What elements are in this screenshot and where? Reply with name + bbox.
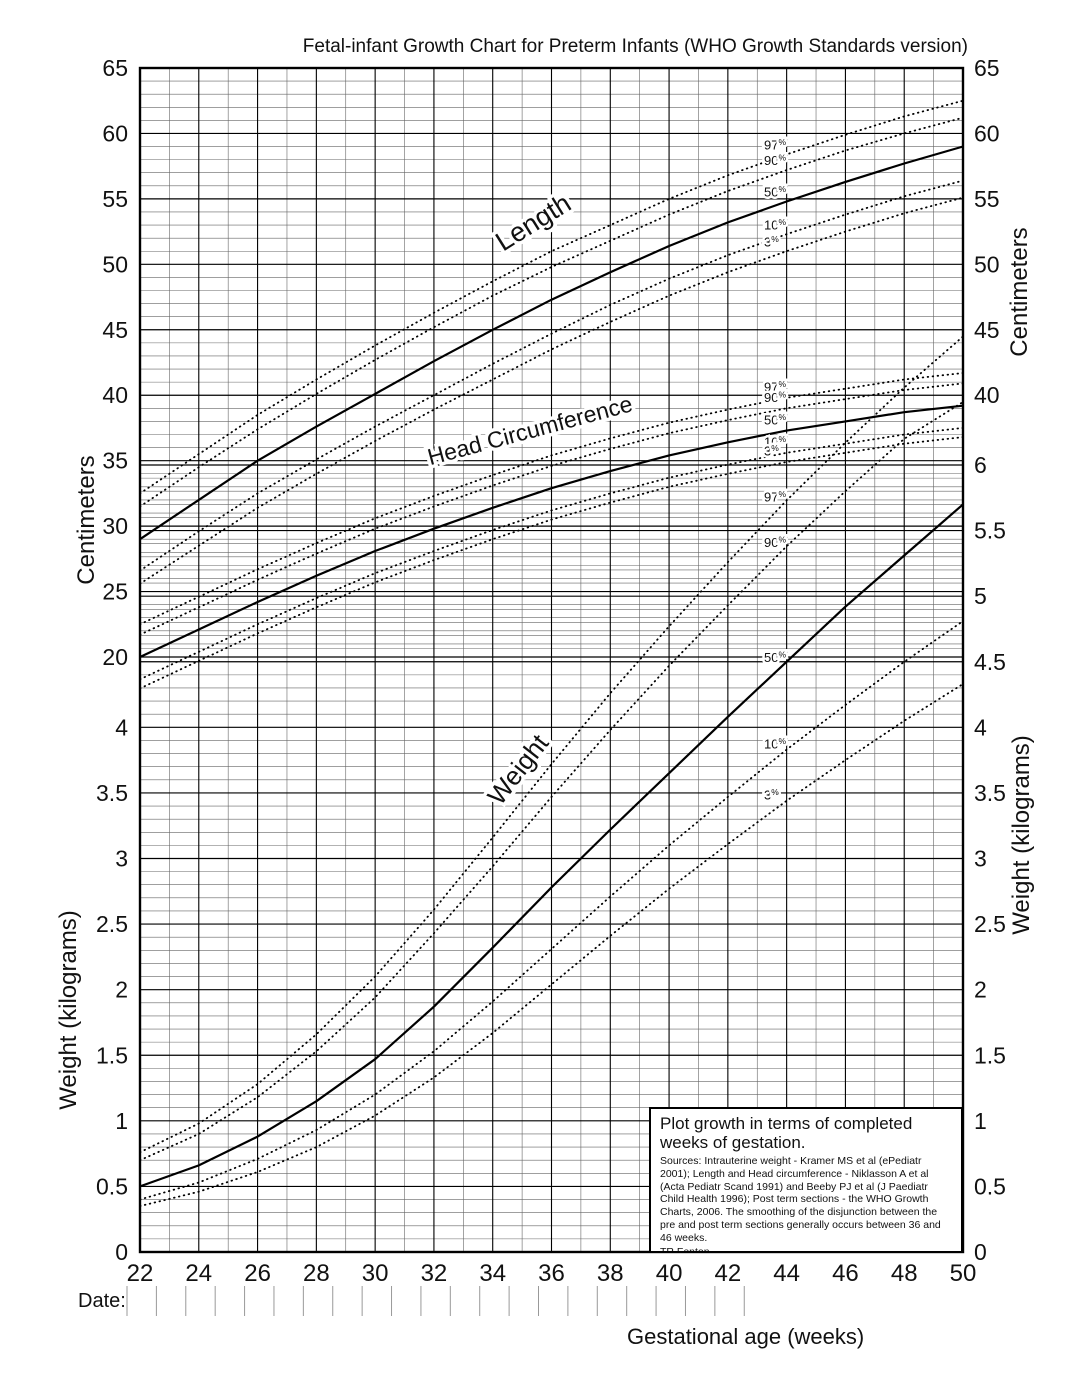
left-cm-tick-65: 65: [102, 55, 128, 81]
right-cm-tick-60: 60: [974, 120, 1000, 146]
curve-head-circumference-p97: [139, 372, 964, 626]
percentile-label-head-circumference-90: 90%: [764, 390, 786, 406]
right-cm-tick-65: 65: [974, 55, 1000, 81]
left-kg-tick-1.5: 1.5: [96, 1042, 128, 1068]
left-cm-tick-60: 60: [102, 120, 128, 146]
right-kg-tick-6: 6: [974, 452, 987, 478]
curve-weight-p90: [139, 401, 964, 1162]
percentile-label-length-3: 3%: [764, 234, 779, 250]
x-axis-title: Gestational age (weeks): [627, 1324, 865, 1349]
note-signature: TR Fenton: [660, 1245, 710, 1253]
percentile-label-weight-50: 50%: [764, 650, 786, 666]
right-kg-tick-4: 4: [974, 714, 987, 740]
left-cm-axis-label: Centimeters: [73, 455, 100, 585]
tick-labels: 22 24 26 28 30 32 34 36 38 40 42 44 46 48 506560555045…: [96, 55, 1006, 1287]
right-kg-tick-5.5: 5.5: [974, 518, 1006, 544]
curve-weight-p10: [139, 620, 964, 1201]
right-cm-tick-55: 55: [974, 186, 1000, 212]
x-tick-30: 30: [362, 1260, 389, 1287]
right-kg-tick-4.5: 4.5: [974, 649, 1006, 675]
right-kg-tick-1: 1: [974, 1108, 987, 1134]
x-tick-34: 34: [479, 1260, 506, 1287]
x-tick-38: 38: [597, 1260, 624, 1287]
x-tick-40: 40: [656, 1260, 683, 1287]
percentile-label-length-10: 10%: [764, 217, 786, 233]
curve-head-circumference-p50: [139, 404, 964, 658]
left-cm-tick-35: 35: [102, 448, 128, 474]
x-tick-24: 24: [185, 1260, 212, 1287]
curve-head-circumference-p90: [139, 382, 964, 636]
right-kg-tick-1.5: 1.5: [974, 1042, 1006, 1068]
right-kg-tick-3.5: 3.5: [974, 780, 1006, 806]
left-kg-tick-3: 3: [115, 846, 128, 872]
x-tick-26: 26: [244, 1260, 271, 1287]
left-cm-tick-55: 55: [102, 186, 128, 212]
family-label-head-circumference: Head Circumference: [425, 390, 635, 470]
x-tick-48: 48: [891, 1260, 918, 1287]
curve-length-p97: [139, 99, 964, 495]
left-cm-tick-45: 45: [102, 317, 128, 343]
left-kg-tick-3.5: 3.5: [96, 780, 128, 806]
curve-length-p50: [139, 145, 964, 541]
curve-weight-p3: [139, 683, 964, 1207]
left-cm-tick-40: 40: [102, 382, 128, 408]
percentile-label-weight-10: 10%: [764, 736, 786, 752]
x-tick-50: 50: [950, 1260, 977, 1287]
right-cm-tick-50: 50: [974, 251, 1000, 277]
left-cm-tick-25: 25: [102, 579, 128, 605]
x-tick-42: 42: [715, 1260, 742, 1287]
note-box: Plot growth in terms of completed weeks …: [649, 1107, 963, 1253]
curve-length-p3: [139, 196, 964, 585]
curve-weight-p50: [139, 503, 964, 1188]
major-gridlines: [139, 67, 964, 1253]
right-kg-tick-0.5: 0.5: [974, 1173, 1006, 1199]
x-tick-32: 32: [421, 1260, 448, 1287]
x-tick-46: 46: [832, 1260, 859, 1287]
percentile-label-length-90: 90%: [764, 153, 786, 169]
percentile-curves: [139, 99, 964, 1207]
percentile-label-head-circumference-3: 3%: [764, 443, 779, 459]
note-heading: Plot growth in terms of completed weeks …: [660, 1114, 913, 1153]
right-kg-tick-2: 2: [974, 977, 987, 1003]
right-kg-tick-2.5: 2.5: [974, 911, 1006, 937]
x-tick-22: 22: [127, 1260, 154, 1287]
curve-head-circumference-p10: [139, 426, 964, 681]
date-label: Date:: [78, 1290, 126, 1312]
x-tick-44: 44: [773, 1260, 800, 1287]
percentile-label-weight-90: 90%: [764, 535, 786, 551]
left-cm-tick-20: 20: [102, 644, 128, 670]
percentile-label-length-97: 97%: [764, 137, 786, 153]
left-kg-tick-0.5: 0.5: [96, 1173, 128, 1199]
left-kg-tick-2.5: 2.5: [96, 911, 128, 937]
percentile-label-weight-3: 3%: [764, 787, 779, 803]
note-sources: Sources: Intrauterine weight - Kramer MS…: [660, 1155, 941, 1244]
x-tick-28: 28: [303, 1260, 330, 1287]
left-kg-axis-label: Weight (kilograms): [55, 910, 82, 1110]
percentile-label-head-circumference-50: 50%: [764, 412, 786, 428]
plot-frame: [138, 66, 965, 1254]
left-kg-tick-4: 4: [115, 714, 128, 740]
left-kg-tick-2: 2: [115, 977, 128, 1003]
left-kg-tick-0: 0: [115, 1239, 128, 1265]
date-tick-row: [126, 1286, 745, 1316]
right-cm-tick-40: 40: [974, 382, 1000, 408]
curve-weight-p97: [139, 335, 964, 1154]
right-kg-tick-3: 3: [974, 846, 987, 872]
x-tick-36: 36: [538, 1260, 565, 1287]
right-kg-axis-label: Weight (kilograms): [1008, 735, 1035, 935]
right-kg-tick-5: 5: [974, 583, 987, 609]
left-kg-tick-1: 1: [115, 1108, 128, 1134]
right-cm-tick-45: 45: [974, 317, 1000, 343]
percentile-label-weight-97: 97%: [764, 489, 786, 505]
chart-title: Fetal-infant Growth Chart for Preterm In…: [302, 36, 968, 57]
curve-length-p10: [139, 179, 964, 572]
left-cm-tick-50: 50: [102, 251, 128, 277]
left-cm-tick-30: 30: [102, 513, 128, 539]
right-cm-axis-label: Centimeters: [1006, 227, 1033, 357]
percentile-label-length-50: 50%: [764, 184, 786, 200]
right-kg-tick-0: 0: [974, 1239, 987, 1265]
curve-head-circumference-p3: [139, 436, 964, 690]
